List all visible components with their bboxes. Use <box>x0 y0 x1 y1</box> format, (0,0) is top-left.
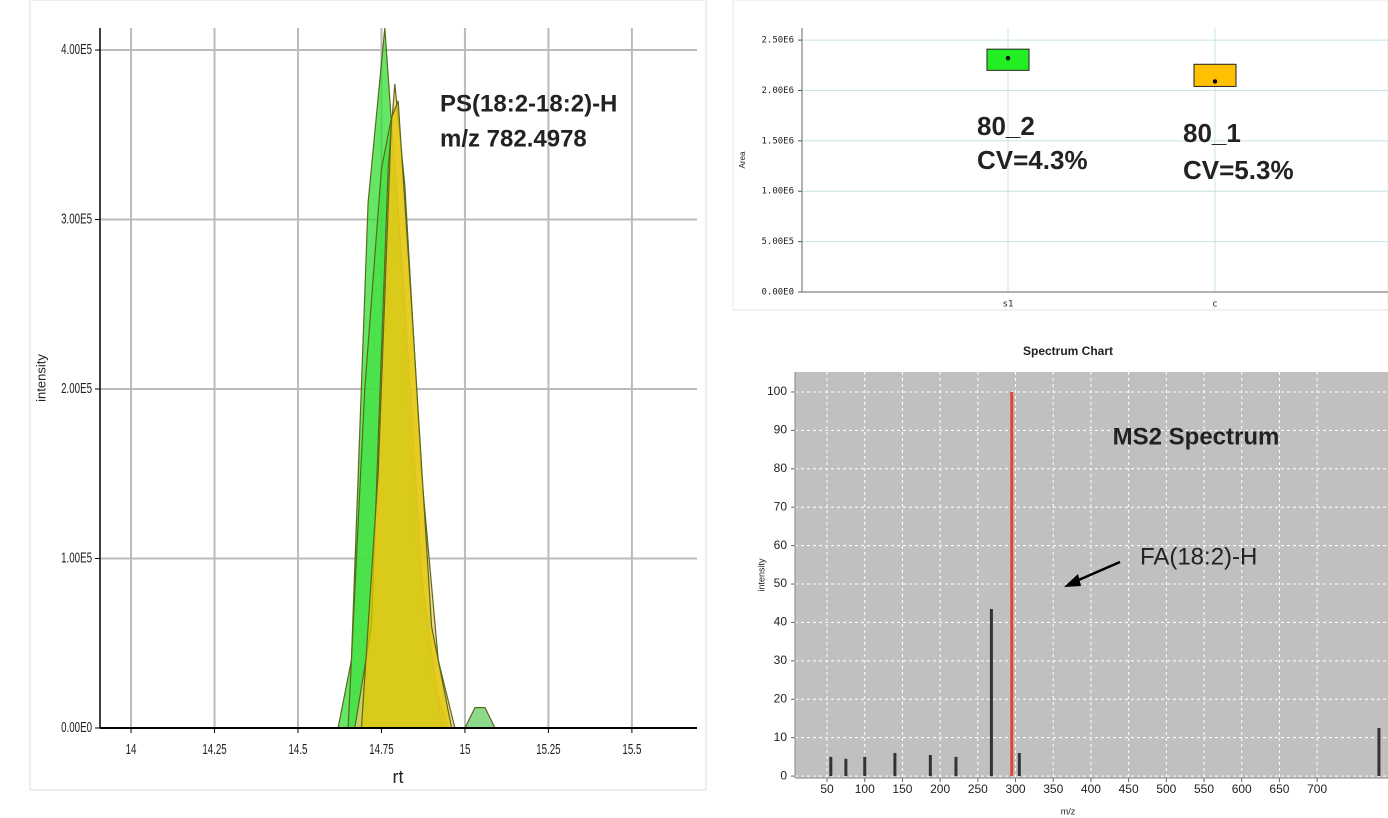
y-tick-label: 30 <box>774 653 788 667</box>
arrow <box>1073 560 1121 584</box>
y-tick-label: 70 <box>774 499 788 513</box>
annotation: CV=4.3% <box>977 145 1088 175</box>
y-tick-label: 80 <box>774 461 788 475</box>
x-tick-label: 700 <box>1307 782 1327 796</box>
x-axis-label: m/z <box>1061 806 1076 816</box>
y-tick-label: 2.00E5 <box>61 380 92 397</box>
charts: 0.00E0 1.00E5 2.00E5 3.00E5 4.00E5 14 14.25 14.… <box>33 27 1388 816</box>
x-tick-label: 150 <box>892 782 912 796</box>
y-tick-label: 5.00E5 <box>761 237 794 247</box>
y-tick-label: 60 <box>774 538 788 552</box>
annotation: FA(18:2)-H <box>1140 543 1257 570</box>
x-tick-label: 100 <box>855 782 875 796</box>
x-tick-label: 300 <box>1006 782 1026 796</box>
annotation: 80_1 <box>1183 118 1241 148</box>
y-axis-label: intensity <box>756 558 766 592</box>
x-tick-label: 15.25 <box>536 741 560 758</box>
x-tick-label: 500 <box>1156 782 1176 796</box>
x-tick-label: 50 <box>820 782 834 796</box>
x-axis-label: rt <box>393 767 404 787</box>
x-tick-label: 350 <box>1043 782 1063 796</box>
y-tick-label: 2.50E6 <box>761 36 794 46</box>
y-tick-label: 10 <box>774 730 788 744</box>
x-tick-label: 250 <box>968 782 988 796</box>
y-tick-label: 4.00E5 <box>61 41 92 58</box>
annotation: PS(18:2-18:2)-H <box>440 90 617 117</box>
y-tick-label: 1.00E6 <box>761 187 794 197</box>
x-tick-label: 550 <box>1194 782 1214 796</box>
annotation: CV=5.3% <box>1183 155 1294 185</box>
y-tick-label: 40 <box>774 615 788 629</box>
x-tick-label: 14.25 <box>202 741 226 758</box>
x-tick-label: 600 <box>1232 782 1252 796</box>
x-tick-label: 15.5 <box>622 741 641 758</box>
y-tick-label: 100 <box>767 384 787 398</box>
arrow-head <box>1064 574 1081 587</box>
chart-title: Spectrum Chart <box>1023 344 1113 358</box>
y-tick-label: 90 <box>774 423 788 437</box>
x-tick-label: s1 <box>1003 300 1014 310</box>
x-tick-label: 200 <box>930 782 950 796</box>
annotation: m/z 782.4978 <box>440 125 587 152</box>
x-tick-label: 15 <box>460 741 471 758</box>
x-tick-label: 14.75 <box>369 741 393 758</box>
annotation: MS2 Spectrum <box>1113 423 1280 450</box>
y-axis-label: Area <box>738 151 747 168</box>
x-tick-label: 14.5 <box>289 741 308 758</box>
y-tick-label: 0.00E0 <box>761 288 794 298</box>
x-tick-label: c <box>1212 300 1217 310</box>
annotation: 80_2 <box>977 111 1035 141</box>
top-right-panel <box>732 0 1388 311</box>
y-tick-label: 0.00E0 <box>61 719 92 736</box>
mean-point <box>1005 56 1011 61</box>
y-tick-label: 20 <box>774 691 788 705</box>
y-tick-label: 0 <box>780 768 787 782</box>
peak-area <box>360 100 453 729</box>
x-tick-label: 650 <box>1269 782 1289 796</box>
y-axis-label: intensity <box>33 354 48 402</box>
y-tick-label: 50 <box>774 576 788 590</box>
y-tick-label: 2.00E6 <box>761 86 794 96</box>
mean-point <box>1212 79 1218 84</box>
x-tick-label: 400 <box>1081 782 1101 796</box>
box <box>1193 63 1237 87</box>
x-tick-label: 14 <box>126 741 137 758</box>
y-tick-label: 1.00E5 <box>61 549 92 566</box>
y-tick-label: 3.00E5 <box>61 210 92 227</box>
x-tick-label: 450 <box>1119 782 1139 796</box>
y-tick-label: 1.50E6 <box>761 136 794 146</box>
